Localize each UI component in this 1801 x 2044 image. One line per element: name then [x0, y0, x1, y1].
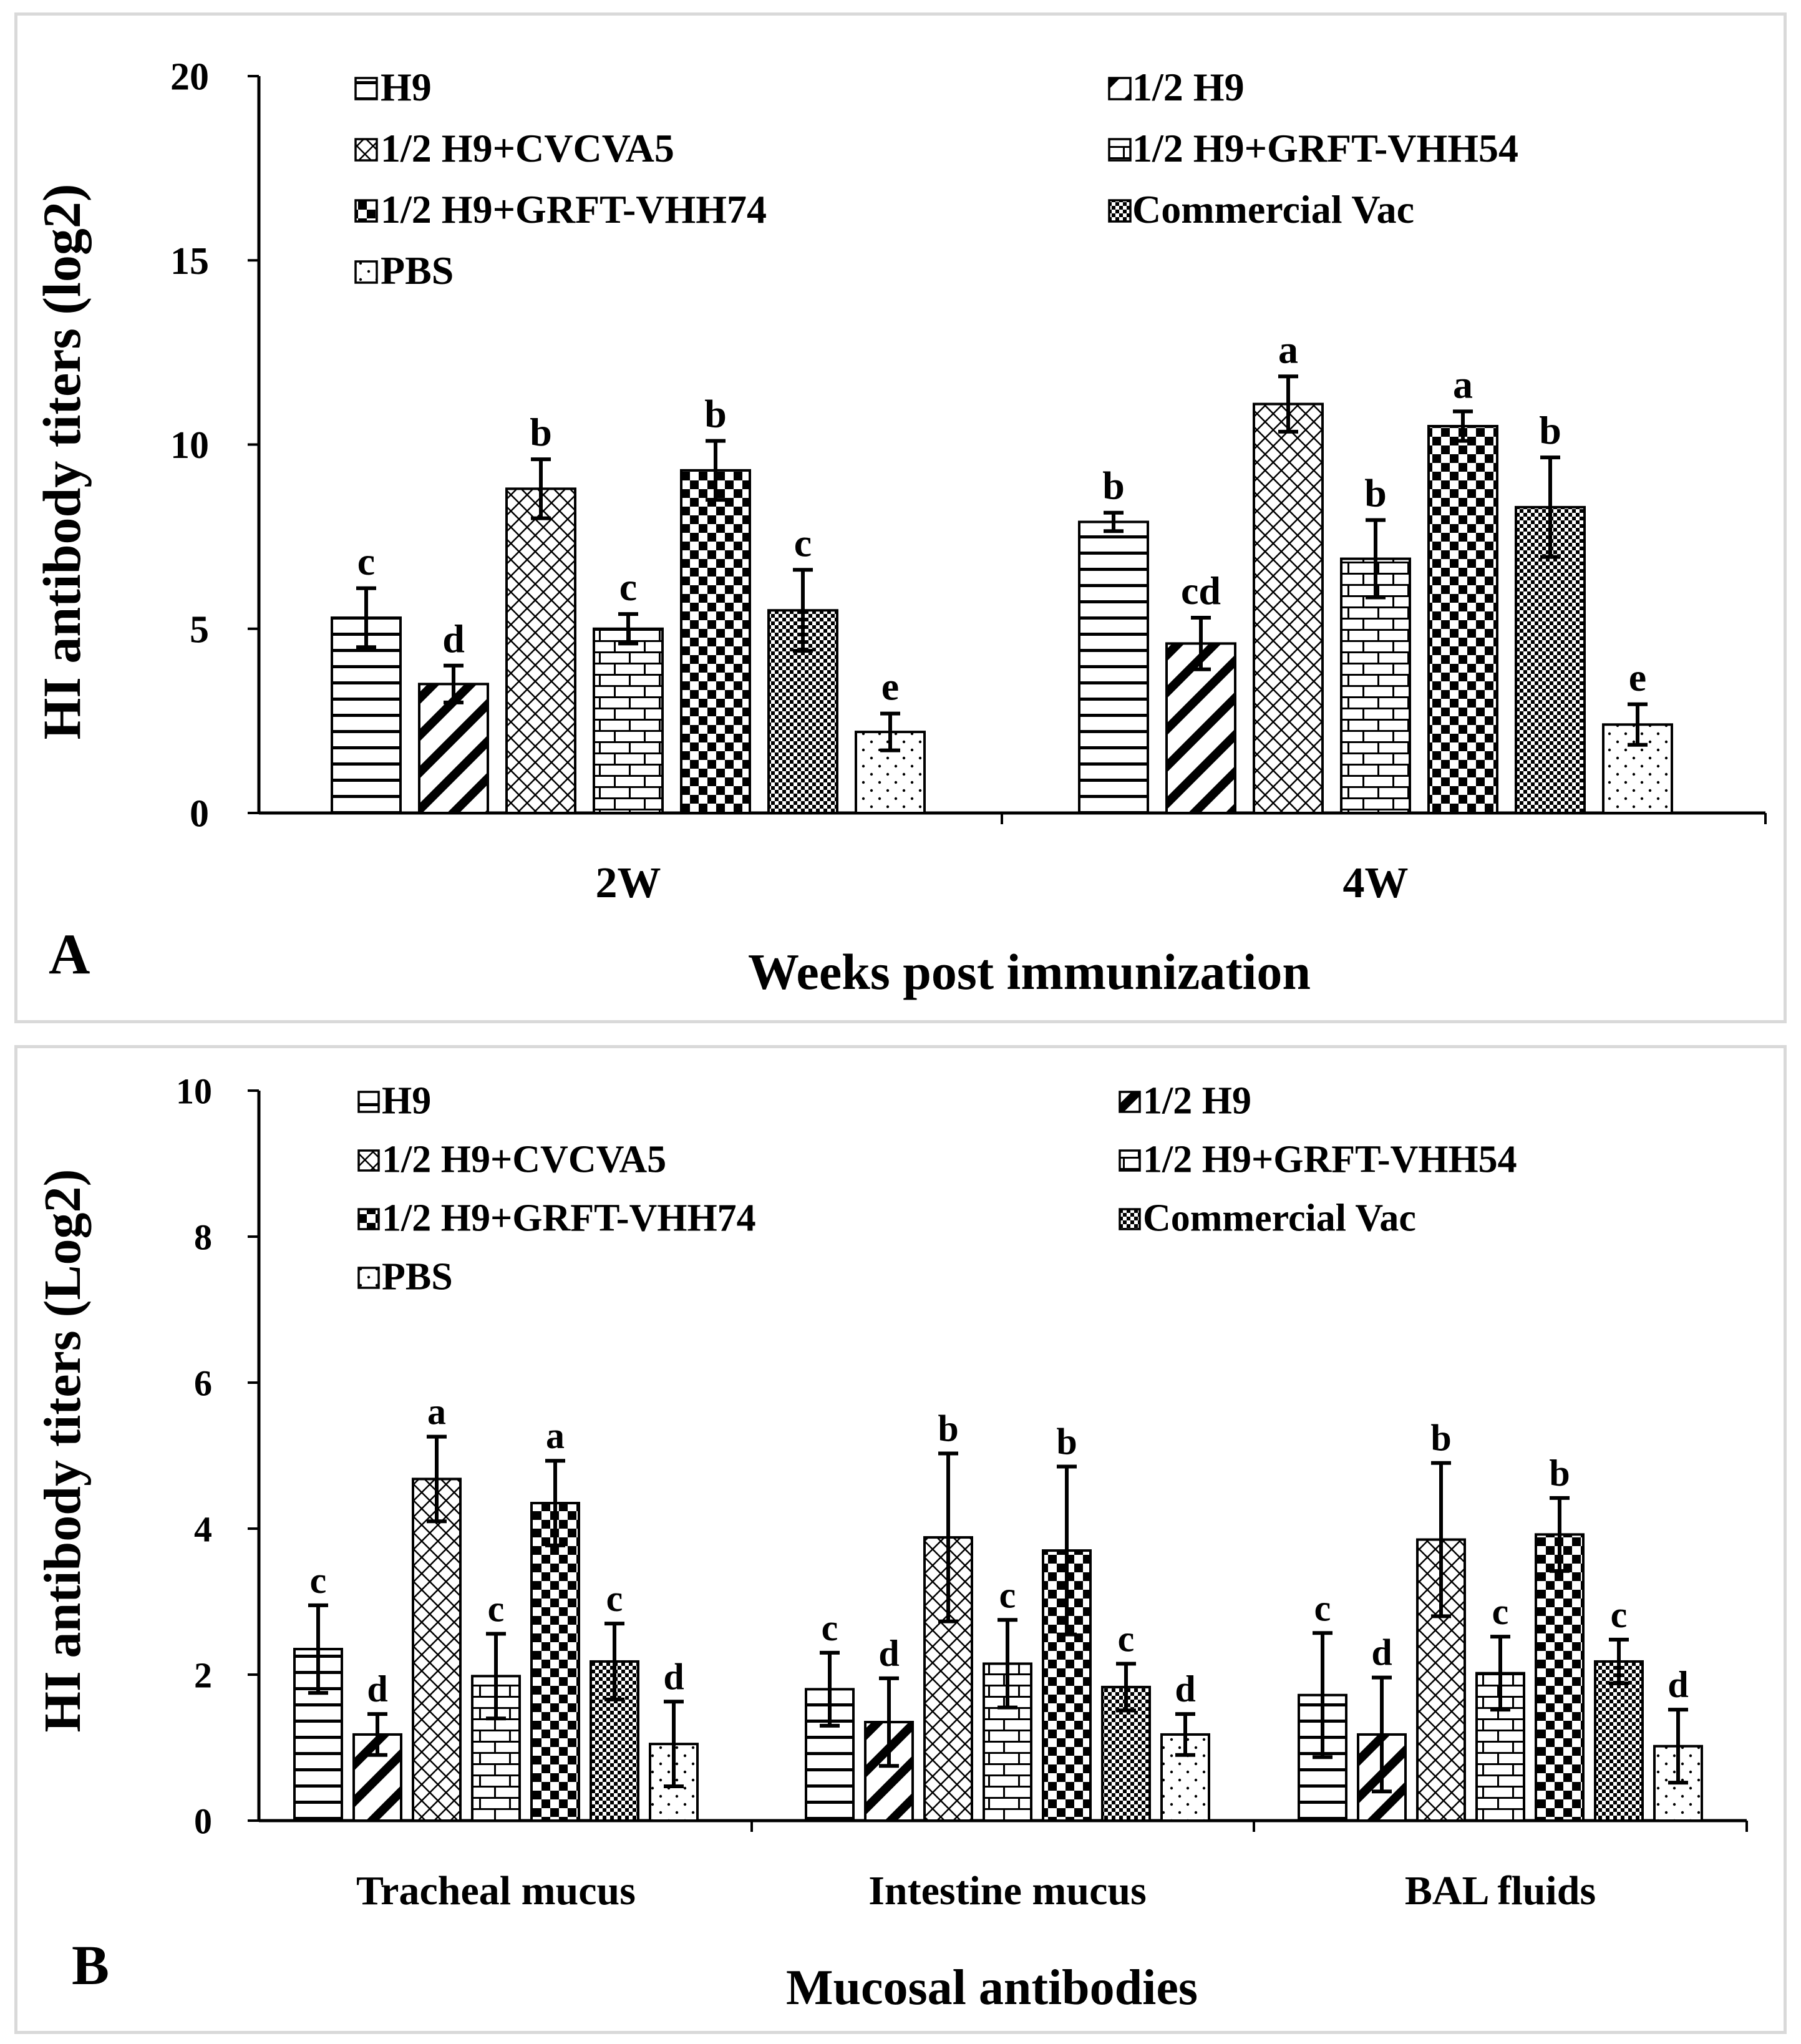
legend-swatch [1108, 199, 1132, 223]
legend-label: PBS [381, 248, 454, 293]
bar [593, 627, 664, 814]
legend-swatch [354, 199, 378, 223]
significance-letter: c [1314, 1587, 1331, 1628]
legend-swatch [357, 1091, 380, 1113]
significance-letter: e [881, 664, 899, 709]
x-category-label: BAL fluids [1405, 1868, 1596, 1914]
significance-letter: d [442, 616, 465, 661]
y-tick-label: 6 [194, 1363, 212, 1403]
significance-letter: c [1118, 1618, 1135, 1659]
panel-label: A [49, 922, 90, 986]
y-tick-label: 20 [170, 56, 209, 99]
legend-label: 1/2 H9 [1132, 65, 1245, 109]
significance-letter: a [546, 1415, 565, 1456]
significance-letter: b [1364, 471, 1387, 515]
significance-letter: b [704, 392, 727, 436]
legend-label: 1/2 H9+GRFT-VHH74 [382, 1197, 756, 1239]
y-tick-label: 2 [194, 1655, 212, 1695]
legend-label: 1/2 H9+CVCVA5 [382, 1138, 666, 1180]
x-axis-title: Weeks post immunization [748, 943, 1311, 1000]
significance-letter: b [1056, 1421, 1077, 1462]
significance-letter: c [357, 539, 375, 583]
legend-swatch [354, 138, 378, 162]
y-axis-title: HI antibody titers (Log2) [34, 1169, 92, 1733]
panel-label: B [72, 1935, 109, 1997]
legend-label: PBS [382, 1255, 453, 1298]
y-tick-label: 5 [190, 608, 209, 651]
x-category-label: 2W [596, 859, 661, 907]
significance-letter: b [938, 1408, 958, 1449]
significance-letter: c [999, 1574, 1016, 1615]
significance-letter: c [1611, 1594, 1628, 1635]
legend-label: 1/2 H9 [1143, 1079, 1251, 1122]
legend-label: 1/2 H9+CVCVA5 [381, 126, 674, 170]
bar [1535, 1533, 1585, 1823]
bar [1594, 1660, 1644, 1822]
significance-letter: d [1668, 1664, 1688, 1705]
x-category-label: Intestine mucus [868, 1868, 1147, 1914]
significance-letter: cd [1181, 568, 1221, 613]
bar [1078, 520, 1149, 814]
y-tick-label: 8 [194, 1217, 212, 1257]
significance-letter: d [878, 1633, 899, 1674]
x-category-label: 4W [1343, 859, 1409, 907]
y-tick-label: 4 [194, 1509, 212, 1549]
legend-label: Commercial Vac [1143, 1197, 1416, 1239]
legend-label: Commercial Vac [1132, 187, 1414, 231]
bar [1165, 642, 1236, 814]
y-tick-label: 10 [176, 1071, 212, 1111]
legend-swatch [1119, 1149, 1141, 1172]
bar [530, 1502, 580, 1823]
significance-letter: b [1539, 408, 1561, 452]
legend-swatch [1119, 1208, 1141, 1230]
significance-letter: d [1371, 1632, 1392, 1673]
y-tick-label: 0 [190, 793, 209, 835]
legend-label: H9 [381, 65, 432, 109]
legend-label: 1/2 H9+GRFT-VHH54 [1143, 1138, 1517, 1180]
significance-letter: c [794, 520, 812, 565]
significance-letter: d [367, 1668, 387, 1710]
significance-letter: a [1278, 327, 1298, 371]
y-tick-label: 0 [194, 1801, 212, 1841]
legend-swatch [357, 1149, 380, 1172]
bar [412, 1477, 462, 1822]
legend-label: H9 [382, 1079, 431, 1122]
legend-label: 1/2 H9+GRFT-VHH74 [381, 187, 767, 231]
bar [680, 469, 751, 814]
legend-swatch [1108, 138, 1132, 162]
y-tick-label: 10 [170, 424, 209, 467]
significance-letter: b [530, 410, 552, 454]
significance-letter: b [1430, 1418, 1451, 1459]
x-category-label: Tracheal mucus [356, 1868, 636, 1914]
legend-label: 1/2 H9+GRFT-VHH54 [1132, 126, 1518, 170]
legend-swatch [1119, 1091, 1141, 1113]
legend-swatch [357, 1267, 380, 1289]
panel-b [14, 1045, 1787, 2034]
bar [1253, 402, 1324, 814]
significance-letter: c [619, 565, 637, 609]
significance-letter: d [663, 1656, 684, 1697]
y-tick-label: 15 [170, 240, 209, 283]
legend-swatch [1108, 77, 1132, 100]
legend-swatch [357, 1208, 380, 1230]
significance-letter: e [1629, 655, 1646, 699]
significance-letter: c [488, 1588, 505, 1629]
y-axis-title: HI antibody titers (log2) [32, 183, 92, 739]
significance-letter: a [1453, 362, 1473, 406]
significance-letter: a [427, 1391, 446, 1433]
significance-letter: c [606, 1578, 623, 1619]
bar [505, 487, 576, 814]
significance-letter: c [822, 1607, 838, 1648]
legend-swatch [354, 260, 378, 284]
bar [1340, 557, 1411, 814]
bar [1427, 424, 1498, 814]
significance-letter: b [1102, 464, 1125, 508]
x-axis-title: Mucosal antibodies [786, 1960, 1198, 2015]
significance-letter: d [1175, 1668, 1195, 1710]
significance-letter: b [1549, 1453, 1570, 1494]
significance-letter: c [1492, 1591, 1509, 1632]
legend-swatch [354, 77, 378, 100]
significance-letter: c [310, 1560, 327, 1601]
